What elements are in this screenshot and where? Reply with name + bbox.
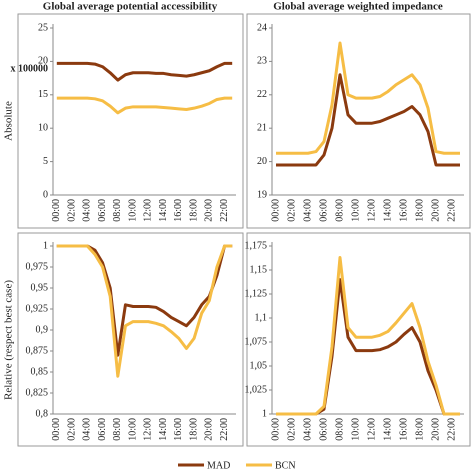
y-tick-label: 0,8 xyxy=(36,408,49,419)
y-tick-label: 0,825 xyxy=(26,387,49,398)
x-tick-label: 08:00 xyxy=(334,418,345,441)
x-tick-label: 00:00 xyxy=(270,418,281,441)
x-tick-label: 12:00 xyxy=(366,199,377,222)
x-tick-label: 10:00 xyxy=(127,199,138,222)
y-tick-label: 1 xyxy=(262,408,267,419)
x-tick-label: 08:00 xyxy=(112,199,123,222)
panel-frame xyxy=(17,13,244,229)
x-tick-label: 04:00 xyxy=(302,418,313,441)
y-tick-label: 10 xyxy=(38,122,48,133)
x-tick-label: 04:00 xyxy=(302,199,313,222)
x-tick-label: 18:00 xyxy=(414,418,425,441)
y-tick-label: 0 xyxy=(43,189,48,200)
series-line xyxy=(276,41,460,155)
y-tick-label: 24 xyxy=(257,22,267,33)
y-tick-label: 19 xyxy=(257,189,267,200)
x-tick-label: 00:00 xyxy=(270,199,281,222)
legend-label: BCN xyxy=(275,460,296,471)
x-tick-label: 12:00 xyxy=(143,418,154,441)
y-tick-label: 1,1 xyxy=(255,312,268,323)
series-line xyxy=(56,61,233,82)
series-line xyxy=(56,96,233,115)
series-line xyxy=(276,256,460,416)
x-tick-label: 00:00 xyxy=(51,199,62,222)
y-tick-label: 0,95 xyxy=(31,282,49,293)
x-tick-label: 06:00 xyxy=(97,199,108,222)
x-tick-label: 18:00 xyxy=(414,199,425,222)
x-tick-label: 18:00 xyxy=(188,418,199,441)
x-tick-label: 22:00 xyxy=(219,199,230,222)
y-tick-label: 22 xyxy=(257,89,267,100)
x-tick-label: 16:00 xyxy=(398,199,409,222)
x-tick-label: 16:00 xyxy=(398,418,409,441)
x-tick-label: 10:00 xyxy=(350,418,361,441)
x-tick-label: 20:00 xyxy=(430,199,441,222)
y-tick-label: 1,15 xyxy=(250,264,268,275)
x-tick-label: 10:00 xyxy=(350,199,361,222)
x-tick-label: 22:00 xyxy=(446,199,457,222)
x-tick-label: 14:00 xyxy=(382,418,393,441)
x-tick-label: 08:00 xyxy=(112,418,123,441)
x-tick-label: 02:00 xyxy=(286,418,297,441)
series-line xyxy=(276,278,460,416)
x-tick-label: 02:00 xyxy=(66,418,77,441)
y-tick-label: 0,9 xyxy=(36,324,49,335)
x-tick-label: 02:00 xyxy=(286,199,297,222)
x-tick-label: 00:00 xyxy=(51,418,62,441)
axis-annotation: x 100000 xyxy=(11,64,49,75)
x-tick-label: 08:00 xyxy=(334,199,345,222)
legend-label: MAD xyxy=(207,460,230,471)
x-tick-label: 06:00 xyxy=(97,418,108,441)
y-tick-label: 23 xyxy=(257,56,267,67)
x-tick-label: 16:00 xyxy=(173,199,184,222)
y-tick-label: 1,075 xyxy=(245,336,268,347)
x-tick-label: 22:00 xyxy=(446,418,457,441)
column-title: Global average potential accessibility xyxy=(43,1,218,13)
x-tick-label: 14:00 xyxy=(158,199,169,222)
y-tick-label: 1,05 xyxy=(250,360,268,371)
x-tick-label: 20:00 xyxy=(430,418,441,441)
x-tick-label: 10:00 xyxy=(127,418,138,441)
x-tick-label: 18:00 xyxy=(188,199,199,222)
y-tick-label: 0,875 xyxy=(26,345,49,356)
x-tick-label: 06:00 xyxy=(318,199,329,222)
x-tick-label: 04:00 xyxy=(82,199,93,222)
x-tick-label: 04:00 xyxy=(82,418,93,441)
y-tick-label: 21 xyxy=(257,122,267,133)
y-tick-label: 0,925 xyxy=(26,303,49,314)
series-line xyxy=(56,244,233,378)
x-tick-label: 14:00 xyxy=(382,199,393,222)
x-tick-label: 12:00 xyxy=(366,418,377,441)
y-tick-label: 0,975 xyxy=(26,261,49,272)
y-tick-label: 25 xyxy=(38,22,48,33)
x-tick-label: 02:00 xyxy=(66,199,77,222)
panel-frame xyxy=(246,13,471,229)
panel-frame xyxy=(17,232,244,447)
y-tick-label: 5 xyxy=(43,156,48,167)
series-line xyxy=(276,73,460,167)
series-line xyxy=(56,244,233,357)
x-tick-label: 14:00 xyxy=(158,418,169,441)
x-tick-label: 12:00 xyxy=(143,199,154,222)
row-label: Absolute xyxy=(3,101,15,141)
row-label: Relative (respect best case) xyxy=(3,280,15,400)
x-tick-label: 20:00 xyxy=(204,199,215,222)
x-tick-label: 16:00 xyxy=(173,418,184,441)
y-tick-label: 1 xyxy=(43,240,48,251)
x-tick-label: 22:00 xyxy=(219,418,230,441)
y-tick-label: 1,175 xyxy=(245,240,268,251)
x-tick-label: 20:00 xyxy=(204,418,215,441)
column-title: Global average weighted impedance xyxy=(273,1,443,13)
y-tick-label: 20 xyxy=(38,56,48,67)
y-tick-label: 1,025 xyxy=(245,384,268,395)
y-tick-label: 0,85 xyxy=(31,366,49,377)
x-tick-label: 06:00 xyxy=(318,418,329,441)
y-tick-label: 20 xyxy=(257,156,267,167)
panel-frame xyxy=(246,232,471,447)
y-tick-label: 1,125 xyxy=(245,288,268,299)
y-tick-label: 15 xyxy=(38,89,48,100)
